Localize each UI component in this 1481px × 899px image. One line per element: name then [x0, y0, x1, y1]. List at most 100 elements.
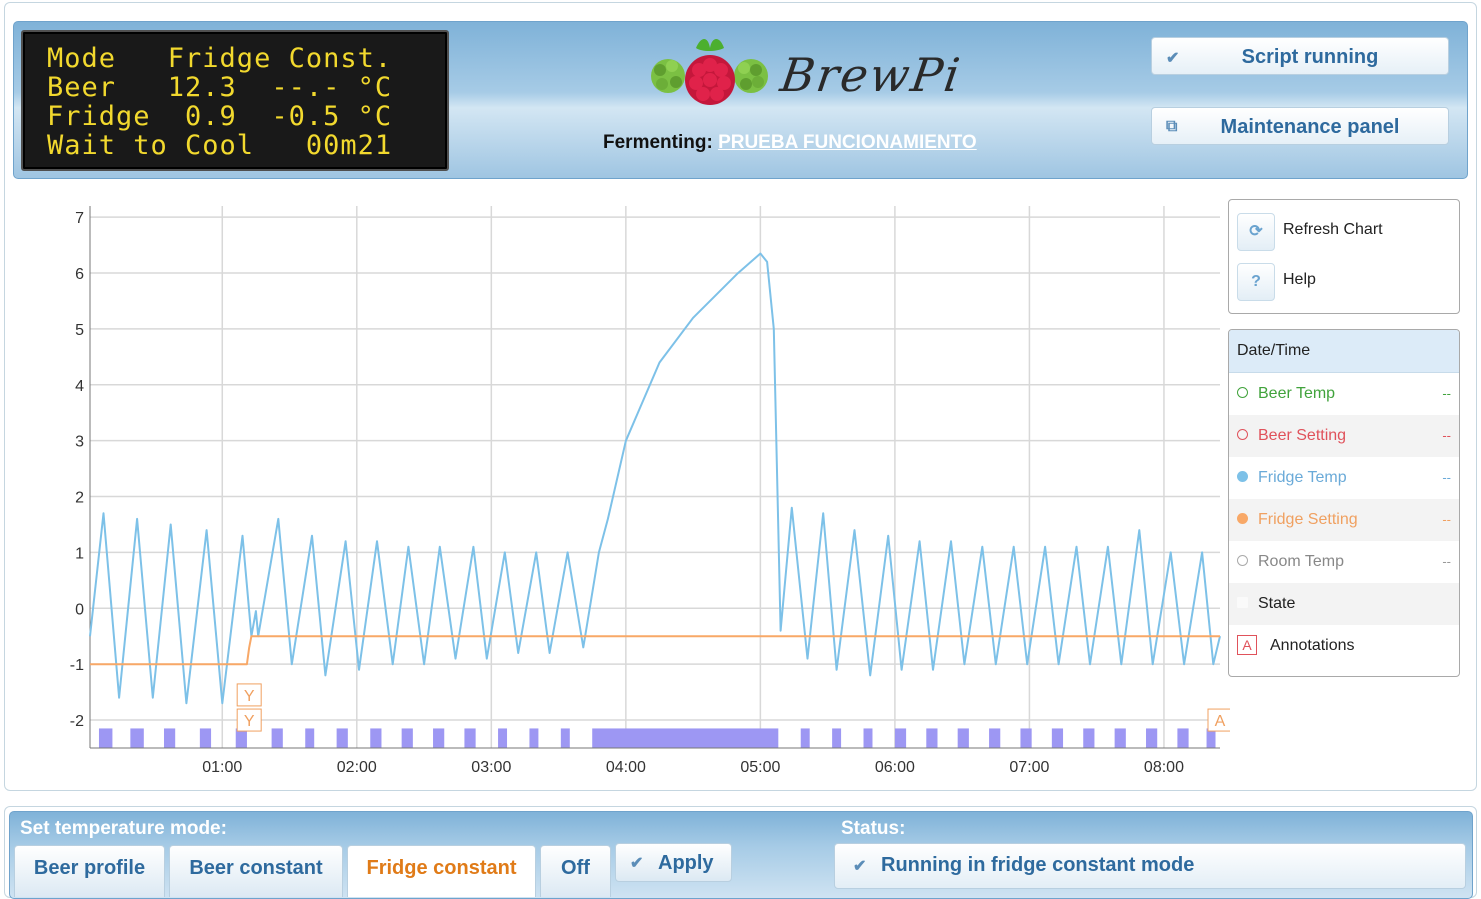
- lcd-line-3: Fridge 0.9 -0.5 °C: [47, 101, 393, 132]
- annotation-icon: A: [1237, 635, 1257, 655]
- legend-label: Beer Setting: [1258, 427, 1347, 444]
- circle-icon: [1237, 555, 1248, 566]
- annotation-label: Y: [244, 713, 255, 730]
- legend-item-fridge-temp[interactable]: Fridge Temp --: [1229, 457, 1459, 499]
- legend-item-beer-setting[interactable]: Beer Setting --: [1229, 415, 1459, 457]
- mode-beer-profile-button[interactable]: Beer profile: [14, 845, 165, 897]
- annotation-marker: [236, 708, 262, 732]
- legend-label: Fridge Temp: [1258, 469, 1347, 486]
- legend-item-fridge-setting[interactable]: Fridge Setting --: [1229, 499, 1459, 541]
- state-segment: [832, 728, 842, 748]
- checkmark-icon: ✔: [1166, 50, 1180, 67]
- x-tick-label: 07:00: [1009, 759, 1049, 776]
- x-tick-label: 04:00: [606, 759, 646, 776]
- apply-button[interactable]: ✔ Apply: [615, 843, 732, 882]
- checkmark-icon: ✔: [853, 858, 867, 875]
- refresh-icon: ⟳: [1249, 223, 1263, 240]
- annotation-label: A: [1215, 713, 1226, 730]
- y-tick-label: 0: [75, 601, 84, 618]
- fermenting-label: Fermenting:: [603, 132, 713, 153]
- y-tick-label: 6: [75, 266, 84, 283]
- y-tick-label: 2: [75, 490, 84, 507]
- lcd-line-2: Beer 12.3 --.- °C: [47, 72, 393, 103]
- checkmark-icon: ✔: [630, 855, 644, 872]
- lcd-display: Mode Fridge Const. Beer 12.3 --.- °C Fri…: [21, 30, 449, 171]
- state-segment: [989, 728, 1001, 748]
- help-label[interactable]: Help: [1283, 271, 1316, 288]
- mode-beer-constant-button[interactable]: Beer constant: [169, 845, 343, 897]
- state-segment: [1114, 728, 1126, 748]
- mode-fridge-constant-button[interactable]: Fridge constant: [347, 845, 536, 897]
- refresh-chart-button[interactable]: ⟳: [1237, 213, 1275, 251]
- legend-label: Fridge Setting: [1258, 511, 1358, 528]
- state-segment: [592, 728, 779, 748]
- state-segment: [130, 728, 144, 748]
- state-segment: [1206, 728, 1216, 748]
- state-segment: [560, 728, 570, 748]
- legend-item-annotations[interactable]: A Annotations: [1229, 625, 1459, 667]
- fermenting-info: Fermenting: PRUEBA FUNCIONAMIENTO: [603, 132, 977, 154]
- state-segment: [271, 728, 283, 748]
- legend-label: Annotations: [1270, 637, 1355, 654]
- chart-legend: Date/Time Beer Temp -- Beer Setting -- F…: [1228, 329, 1460, 677]
- annotation-marker: [236, 683, 262, 707]
- maintenance-label: Maintenance panel: [1220, 116, 1400, 138]
- lcd-line-4: Wait to Cool 00m21: [47, 130, 393, 161]
- annotation-label: Y: [244, 688, 255, 705]
- state-segment: [433, 728, 445, 748]
- circle-icon: [1237, 387, 1248, 398]
- legend-header: Date/Time: [1229, 330, 1459, 373]
- y-tick-label: 4: [75, 378, 84, 395]
- state-segment: [98, 728, 113, 748]
- state-segment: [529, 728, 539, 748]
- legend-value: --: [1442, 554, 1451, 569]
- raspberry-icon: [651, 39, 768, 105]
- state-segment: [235, 728, 247, 748]
- legend-value: --: [1442, 386, 1451, 401]
- apply-label: Apply: [658, 852, 714, 874]
- x-tick-label: 05:00: [740, 759, 780, 776]
- refresh-chart-label[interactable]: Refresh Chart: [1283, 221, 1383, 238]
- annotation-marker: [1207, 708, 1230, 732]
- help-button[interactable]: ?: [1237, 263, 1275, 301]
- legend-item-beer-temp[interactable]: Beer Temp --: [1229, 373, 1459, 415]
- legend-item-state[interactable]: State: [1229, 583, 1459, 625]
- logo-text: BrewPi: [777, 48, 965, 102]
- state-segment: [305, 728, 315, 748]
- state-segment: [800, 728, 810, 748]
- state-segment: [1177, 728, 1189, 748]
- mode-panel-title: Set temperature mode:: [20, 818, 227, 839]
- mode-off-button[interactable]: Off: [540, 845, 611, 897]
- state-segment: [401, 728, 413, 748]
- y-tick-label: -1: [70, 657, 84, 674]
- x-tick-label: 01:00: [202, 759, 242, 776]
- legend-value: --: [1442, 470, 1451, 485]
- series-line: [90, 635, 1220, 666]
- x-tick-label: 02:00: [337, 759, 377, 776]
- legend-value: --: [1442, 512, 1451, 527]
- legend-label: Room Temp: [1258, 553, 1344, 570]
- temperature-chart[interactable]: 7 6 5 4 3 2 1 0 -1 -2 01:00 02:00 03:00 04:00 05:00 06:…: [40, 196, 1230, 786]
- help-icon: ?: [1251, 273, 1261, 290]
- status-message: Running in fridge constant mode: [881, 854, 1195, 876]
- plot-area: [90, 206, 1220, 748]
- y-tick-label: 3: [75, 434, 84, 451]
- legend-label: State: [1258, 595, 1296, 612]
- state-segment: [863, 728, 873, 748]
- lcd-line-1: Mode Fridge Const.: [47, 43, 393, 74]
- state-segment: [163, 728, 176, 748]
- brewpi-logo[interactable]: BrewPi: [646, 34, 965, 120]
- status-panel-title: Status:: [841, 818, 906, 839]
- script-status-button[interactable]: ✔ Script running: [1151, 37, 1449, 75]
- x-tick-label: 06:00: [875, 759, 915, 776]
- state-segment: [464, 728, 476, 748]
- state-segment: [1146, 728, 1158, 748]
- filled-circle-icon: [1237, 513, 1248, 524]
- x-tick-label: 03:00: [471, 759, 511, 776]
- beer-name-link[interactable]: PRUEBA FUNCIONAMIENTO: [718, 132, 977, 153]
- legend-item-room-temp[interactable]: Room Temp --: [1229, 541, 1459, 583]
- maintenance-panel-button[interactable]: ⧉ Maintenance panel: [1151, 107, 1449, 145]
- legend-value: --: [1442, 428, 1451, 443]
- script-status-label: Script running: [1241, 46, 1379, 68]
- window-icon: ⧉: [1166, 118, 1178, 135]
